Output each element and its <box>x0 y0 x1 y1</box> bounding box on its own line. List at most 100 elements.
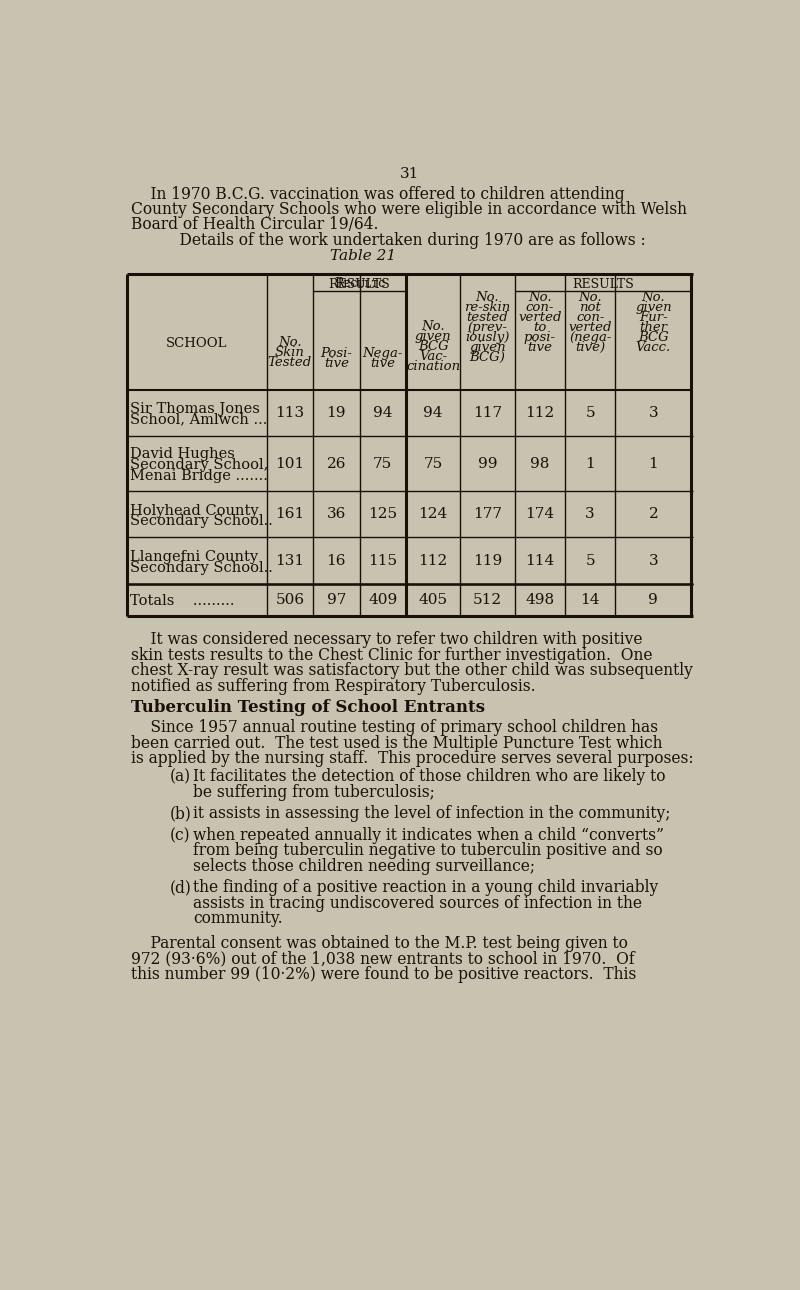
Text: Sir Thomas Jones: Sir Thomas Jones <box>130 402 260 415</box>
Text: 99: 99 <box>478 457 498 471</box>
Text: No.: No. <box>578 292 602 304</box>
Text: 14: 14 <box>581 593 600 606</box>
Text: Secondary School,: Secondary School, <box>130 458 269 472</box>
Text: Parental consent was obtained to the M.P. test being given to: Parental consent was obtained to the M.P… <box>131 935 628 952</box>
Text: 161: 161 <box>275 507 305 521</box>
Text: 36: 36 <box>326 507 346 521</box>
Text: Totals    .........: Totals ......... <box>130 595 234 609</box>
Text: 113: 113 <box>275 406 305 419</box>
Text: RESULTS: RESULTS <box>329 279 390 292</box>
Text: (c): (c) <box>170 827 190 844</box>
Text: 124: 124 <box>418 507 448 521</box>
Text: 97: 97 <box>326 593 346 606</box>
Text: community.: community. <box>193 911 282 928</box>
Text: School, Amlwch ...: School, Amlwch ... <box>130 413 267 427</box>
Text: Vac-: Vac- <box>419 351 447 364</box>
Text: 177: 177 <box>473 507 502 521</box>
Text: Tested: Tested <box>268 356 312 369</box>
Text: 115: 115 <box>368 553 398 568</box>
Text: (nega-: (nega- <box>569 332 611 344</box>
Text: given: given <box>635 301 672 313</box>
Text: been carried out.  The test used is the Multiple Puncture Test which: been carried out. The test used is the M… <box>131 734 662 752</box>
Text: to: to <box>533 321 546 334</box>
Text: 114: 114 <box>525 553 554 568</box>
Text: 174: 174 <box>526 507 554 521</box>
Text: BCG): BCG) <box>470 351 506 364</box>
Text: 101: 101 <box>275 457 305 471</box>
Text: given: given <box>415 330 451 343</box>
Text: In 1970 B.C.G. vaccination was offered to children attending: In 1970 B.C.G. vaccination was offered t… <box>131 186 625 203</box>
Text: County Secondary Schools who were eligible in accordance with Welsh: County Secondary Schools who were eligib… <box>131 201 687 218</box>
Text: 3: 3 <box>586 507 595 521</box>
Text: 3: 3 <box>649 553 658 568</box>
Text: Holyhead County: Holyhead County <box>130 503 259 517</box>
Text: this number 99 (10·2%) were found to be positive reactors.  This: this number 99 (10·2%) were found to be … <box>131 966 636 983</box>
Text: tive: tive <box>370 357 395 370</box>
Text: verted: verted <box>569 321 612 334</box>
Text: not: not <box>579 301 601 313</box>
Text: verted: verted <box>518 311 562 324</box>
Text: 94: 94 <box>423 406 443 419</box>
Text: Board of Health Circular 19/64.: Board of Health Circular 19/64. <box>131 217 378 233</box>
Text: 131: 131 <box>275 553 305 568</box>
Text: Details of the work undertaken during 1970 are as follows :: Details of the work undertaken during 19… <box>161 232 646 249</box>
Text: when repeated annually it indicates when a child “converts”: when repeated annually it indicates when… <box>193 827 664 844</box>
Text: 5: 5 <box>586 406 595 419</box>
Text: 119: 119 <box>473 553 502 568</box>
Text: Skin: Skin <box>275 346 305 359</box>
Text: No.: No. <box>476 292 499 304</box>
Text: Rᴇᴄᴜʟᴛᴄ: Rᴇᴄᴜʟᴛᴄ <box>334 277 386 290</box>
Text: 2: 2 <box>649 507 658 521</box>
Text: con-: con- <box>576 311 604 324</box>
Text: 405: 405 <box>418 593 448 606</box>
Text: 506: 506 <box>275 593 305 606</box>
Text: Secondary School..: Secondary School.. <box>130 561 273 574</box>
Text: con-: con- <box>526 301 554 313</box>
Text: tive: tive <box>527 341 552 355</box>
Text: tive): tive) <box>575 341 606 355</box>
Text: Fur-: Fur- <box>639 311 668 324</box>
Text: tive: tive <box>324 357 349 370</box>
Text: 112: 112 <box>418 553 448 568</box>
Text: it assists in assessing the level of infection in the community;: it assists in assessing the level of inf… <box>193 805 670 823</box>
Text: No.: No. <box>422 320 445 333</box>
Text: Tuberculin Testing of School Entrants: Tuberculin Testing of School Entrants <box>131 699 485 716</box>
Text: selects those children needing surveillance;: selects those children needing surveilla… <box>193 858 535 875</box>
Text: is applied by the nursing staff.  This procedure serves several purposes:: is applied by the nursing staff. This pr… <box>131 749 694 768</box>
Text: 94: 94 <box>373 406 393 419</box>
Text: 1: 1 <box>649 457 658 471</box>
Text: given: given <box>469 341 506 355</box>
Text: Table 21: Table 21 <box>330 249 397 263</box>
Text: 16: 16 <box>326 553 346 568</box>
Text: the finding of a positive reaction in a young child invariably: the finding of a positive reaction in a … <box>193 880 658 897</box>
Text: 19: 19 <box>326 406 346 419</box>
Text: No.: No. <box>278 335 302 348</box>
Text: be suffering from tuberculosis;: be suffering from tuberculosis; <box>193 784 435 801</box>
Text: posi-: posi- <box>524 332 556 344</box>
Text: Posi-: Posi- <box>321 347 352 360</box>
Text: tested: tested <box>466 311 508 324</box>
Text: chest X-ray result was satisfactory but the other child was subsequently: chest X-ray result was satisfactory but … <box>131 662 693 680</box>
Text: 75: 75 <box>374 457 393 471</box>
Text: 1: 1 <box>586 457 595 471</box>
Text: No.: No. <box>528 292 552 304</box>
Text: Nega-: Nega- <box>362 347 403 360</box>
Text: Secondary School..: Secondary School.. <box>130 515 273 529</box>
Text: 972 (93·6%) out of the 1,038 new entrants to school in 1970.  Of: 972 (93·6%) out of the 1,038 new entrant… <box>131 951 634 968</box>
Text: RESULTS: RESULTS <box>572 279 634 292</box>
Text: 498: 498 <box>526 593 554 606</box>
Text: 3: 3 <box>649 406 658 419</box>
Text: No.: No. <box>642 292 665 304</box>
Text: ther: ther <box>639 321 667 334</box>
Text: (d): (d) <box>170 880 192 897</box>
Text: assists in tracing undiscovered sources of infection in the: assists in tracing undiscovered sources … <box>193 895 642 912</box>
Text: (prev-: (prev- <box>467 321 507 334</box>
Text: BCG: BCG <box>418 341 449 353</box>
Text: Llangefni County: Llangefni County <box>130 550 258 564</box>
Text: 409: 409 <box>368 593 398 606</box>
Text: SCHOOL: SCHOOL <box>166 337 228 350</box>
Text: 31: 31 <box>400 168 420 181</box>
Text: re-skin: re-skin <box>464 301 510 313</box>
Text: (a): (a) <box>170 769 191 786</box>
Text: skin tests results to the Chest Clinic for further investigation.  One: skin tests results to the Chest Clinic f… <box>131 646 653 664</box>
